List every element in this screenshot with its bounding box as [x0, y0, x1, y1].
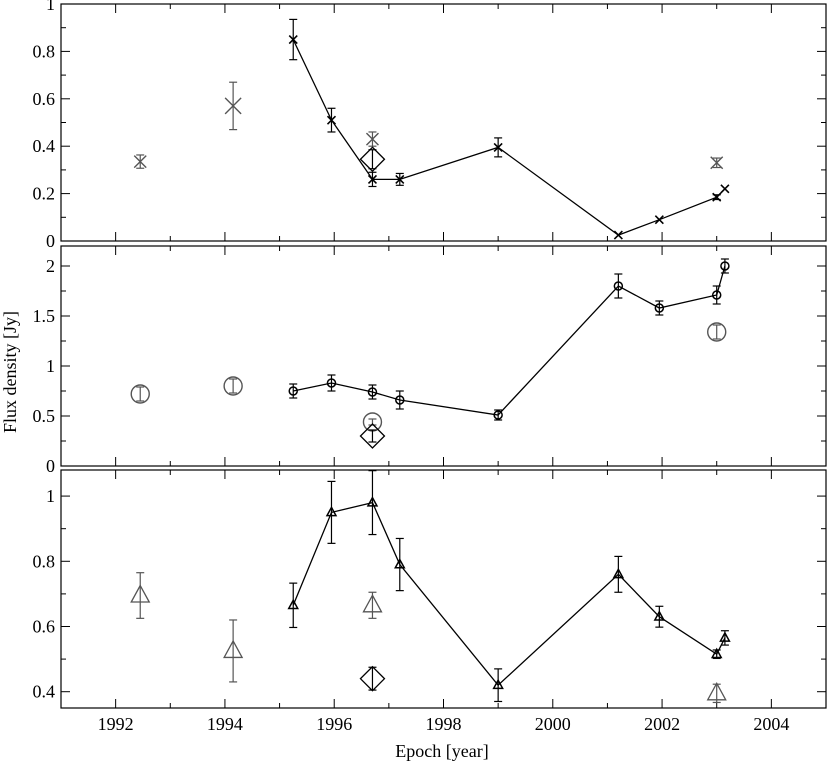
data-point-x [710, 156, 724, 170]
x-tick-label: 1998 [426, 714, 462, 734]
series-line [292, 39, 726, 236]
data-point-triangle [492, 678, 504, 690]
series-triangle-1 [130, 572, 727, 704]
y-tick-label: 1 [46, 356, 55, 376]
y-tick-label: 1 [46, 0, 55, 14]
data-point-circle [288, 386, 298, 396]
y-tick-label: 0.6 [33, 89, 56, 109]
data-point-x [365, 132, 379, 146]
data-point-x [367, 174, 378, 184]
series-line [293, 265, 726, 416]
x-tick-label: 1996 [316, 714, 352, 734]
y-tick-label: 0.2 [33, 184, 56, 204]
x-tick-label: 1994 [207, 714, 243, 734]
plot-frame [60, 469, 827, 709]
data-point-triangle [362, 593, 383, 613]
y-tick-label: 0.8 [33, 41, 56, 61]
y-tick-label: 0.4 [33, 682, 56, 702]
data-point-x [288, 34, 298, 45]
x-tick-label: 1992 [98, 714, 134, 734]
data-point-diamond [359, 665, 386, 692]
panels: 0 0.2 0.4 0.6 0.8 1 0 0.5 1 1.5 2 0.4 0.6 0.8 1 1992 199… [33, 0, 827, 734]
panel-top: 0 0.2 0.4 0.6 0.8 1 [33, 0, 827, 251]
data-point-x [224, 97, 242, 115]
data-point-diamond [359, 146, 386, 173]
series-diamond-2 [359, 146, 386, 173]
x-tick-label: 2000 [535, 714, 571, 734]
y-tick-label: 0.4 [33, 136, 56, 156]
plot-frame [60, 3, 827, 242]
data-point-circle [707, 322, 727, 342]
data-point-x [712, 192, 722, 202]
y-tick-label: 2 [46, 256, 55, 276]
series-diamond-2 [359, 423, 386, 449]
series-diamond-2 [359, 665, 386, 692]
data-point-triangle [710, 647, 723, 659]
data-point-triangle [653, 610, 666, 621]
x-tick-label: 2004 [753, 714, 789, 734]
data-point-x [654, 215, 664, 225]
y-tick-label: 1 [46, 486, 55, 506]
data-point-triangle [612, 567, 625, 579]
series-line [292, 501, 726, 687]
y-tick-label: 0 [46, 456, 55, 476]
data-point-circle [395, 395, 405, 405]
panel-bottom: 0.4 0.6 0.8 1 1992 1994 1996 1998 2000 2002 2004 [33, 469, 827, 734]
data-point-triangle [706, 681, 727, 701]
data-point-x [493, 142, 503, 152]
data-point-triangle [325, 505, 338, 517]
data-point-triangle [366, 496, 379, 507]
y-tick-label: 0.6 [33, 616, 56, 636]
series-circle-0 [288, 258, 730, 421]
panel-middle: 0 0.5 1 1.5 2 [33, 245, 827, 476]
y-tick-label: 0 [46, 231, 55, 251]
series-x-0 [288, 18, 730, 240]
data-point-circle [493, 410, 503, 420]
data-point-triangle [394, 557, 406, 569]
data-point-circle [711, 290, 722, 300]
data-point-x [720, 184, 730, 194]
data-point-circle [223, 376, 243, 396]
series-x-1 [133, 81, 724, 170]
data-point-triangle [287, 598, 299, 610]
data-point-triangle [130, 584, 151, 603]
data-point-circle [654, 303, 665, 313]
x-tick-label: 2002 [644, 714, 680, 734]
y-tick-label: 1.5 [33, 306, 56, 326]
y-tick-label: 0.8 [33, 551, 56, 571]
data-point-x [326, 115, 337, 125]
data-point-circle [326, 378, 337, 388]
data-point-circle [367, 387, 378, 397]
data-point-triangle [223, 639, 244, 659]
data-point-diamond [359, 423, 386, 449]
data-point-x [613, 230, 623, 240]
data-point-x [133, 155, 147, 169]
y-tick-label: 0.5 [33, 406, 56, 426]
x-axis-label: Epoch [year] [395, 741, 488, 761]
series-circle-1 [130, 322, 727, 432]
data-point-circle [130, 384, 150, 404]
data-point-circle [613, 281, 624, 291]
data-point-x [395, 174, 405, 184]
data-point-triangle [719, 631, 731, 642]
data-point-circle [720, 261, 730, 271]
plot-frame [60, 245, 827, 467]
series-triangle-0 [287, 470, 731, 703]
y-axis-label: Flux density [Jy] [0, 311, 20, 433]
